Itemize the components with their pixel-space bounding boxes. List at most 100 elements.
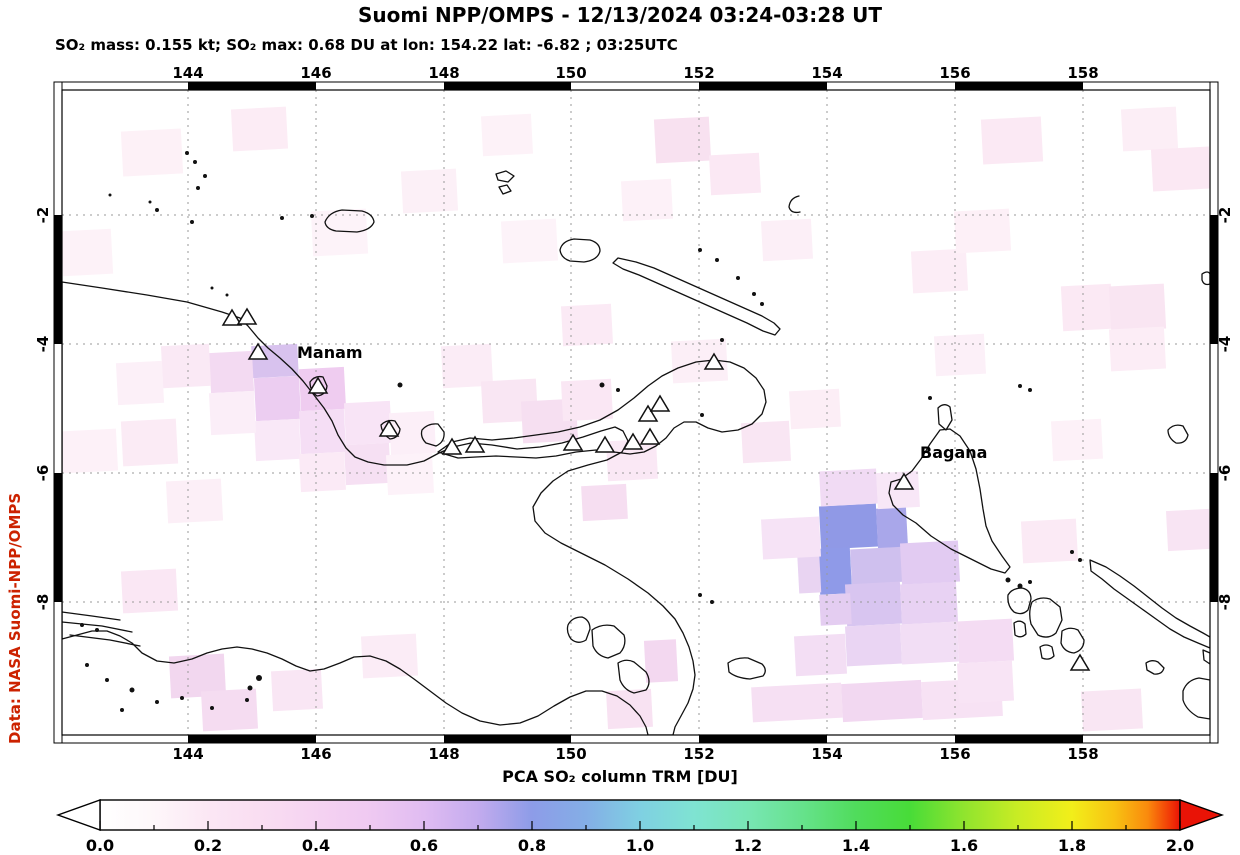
volcano-triangle [649,394,671,412]
colorbar-title: PCA SO₂ column TRM [DU] [502,767,738,786]
lon-tick-label: 150 [555,64,586,82]
island-dot [715,258,719,262]
coast-layer [61,151,1211,736]
colorbar: 0.0 0.2 0.4 0.6 0.8 1.0 1.2 1.4 1.6 1.8 2.0 [55,799,1225,855]
coastline [498,184,512,195]
so2-patch [1020,518,1079,564]
island-dot [1078,558,1082,562]
volcano-triangle [441,437,463,455]
island-dot [310,214,314,218]
island-dot [280,216,284,220]
figure-title: Suomi NPP/OMPS - 12/13/2024 03:24-03:28 … [358,3,882,27]
so2-patch [360,633,419,679]
coastline [727,657,766,680]
island-dot [928,396,932,400]
lon-tick-label: 148 [428,745,459,763]
so2-patch [253,375,302,422]
so2-patch [817,547,853,595]
volcano-triangle [464,435,486,453]
lon-tick-label: 156 [939,745,970,763]
frame-seg [188,82,316,90]
island-dot [1005,577,1011,583]
coastline [612,257,781,336]
island-dot [85,663,89,667]
lon-tick-label: 148 [428,64,459,82]
lon-tick-label: 146 [300,745,331,763]
so2-patch [1080,688,1144,732]
island-dot [1018,384,1022,388]
colorbar-arrow-right [1179,799,1225,831]
volcano-triangle [562,433,584,451]
island-dot [245,698,249,702]
frame-seg [699,735,827,743]
so2-patch [298,408,347,455]
frame-seg [1210,215,1218,344]
lon-tick-label: 152 [683,64,714,82]
so2-patch [1165,508,1210,552]
frame-seg [699,82,827,90]
coastline [1039,644,1055,660]
so2-patch [200,688,259,732]
island-dot [203,174,207,178]
so2-patch [560,378,614,422]
so2-patch [299,451,346,493]
volcano-triangle [221,308,243,326]
lon-tick-label: 144 [172,64,203,82]
figure-subtitle: SO₂ mass: 0.155 kt; SO₂ max: 0.68 DU at … [55,36,678,54]
island-dot [256,675,262,681]
island-dot [1017,583,1023,589]
so2-patch [818,503,879,550]
so2-patch [643,639,679,683]
so2-patch [1150,146,1210,192]
frame-right [1209,81,1219,744]
coastline [495,170,515,183]
coastline [1201,271,1211,286]
lat-tick-label: -4 [1216,336,1234,353]
island-dot [210,286,214,290]
coastline [1089,559,1211,649]
colorbar-tick-label: 2.0 [1166,836,1194,855]
so2-patch [708,152,762,196]
so2-patch [1108,283,1167,332]
frame-seg [444,735,571,743]
so2-patch [956,618,1015,664]
so2-patch [953,208,1012,254]
coastline [1007,587,1032,615]
axis-labels: 144 144 146 146 148 148 150 150 152 152 154 154 156 1… [34,64,1234,763]
so2-patch [819,593,852,626]
lon-tick-label: 146 [300,64,331,82]
coastline [324,209,375,233]
so2-patch [62,428,119,474]
volcano-label: Bagana [920,443,987,462]
so2-patch [899,621,960,665]
so2-patch [793,633,848,677]
so2-patch [819,468,878,507]
island-dot [120,708,124,712]
coastline [420,423,445,447]
coastline [61,281,696,736]
coastline [1202,649,1211,665]
colorbar-tick-label: 0.0 [86,836,114,855]
lon-tick-label: 156 [939,64,970,82]
coastline [1145,660,1165,675]
frame-seg [444,82,571,90]
island-dot [599,382,605,388]
lon-tick-label: 144 [172,745,203,763]
so2-patch [208,350,255,394]
island-dot [105,678,109,682]
so2-patch [160,343,212,389]
coastline [1013,620,1027,638]
island-dot [1070,550,1074,554]
frame-seg [955,735,1083,743]
so2-layer [62,106,1210,732]
so2-patch [789,388,841,430]
island-dot [247,685,253,691]
volcano-triangle [639,427,661,445]
island-dot [698,593,702,597]
island-dot [397,382,403,388]
island-dot [710,600,714,604]
volcano-triangle [637,404,659,422]
so2-patch [1060,283,1114,332]
